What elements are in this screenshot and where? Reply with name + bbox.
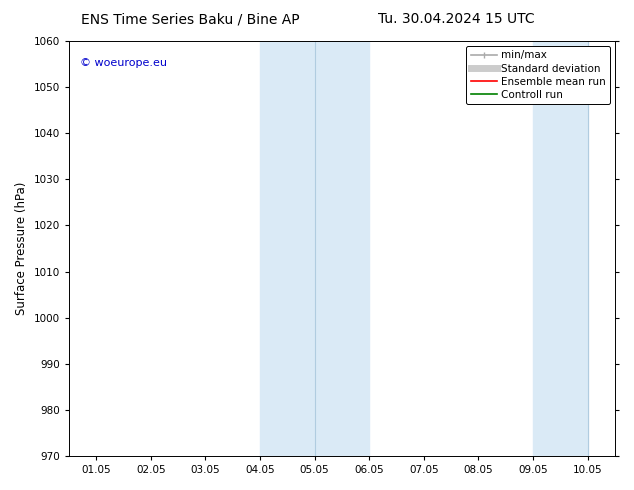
- Legend: min/max, Standard deviation, Ensemble mean run, Controll run: min/max, Standard deviation, Ensemble me…: [467, 46, 610, 104]
- Bar: [533, 41, 588, 456]
- Y-axis label: Surface Pressure (hPa): Surface Pressure (hPa): [15, 182, 28, 315]
- Text: ENS Time Series Baku / Bine AP: ENS Time Series Baku / Bine AP: [81, 12, 299, 26]
- Text: Tu. 30.04.2024 15 UTC: Tu. 30.04.2024 15 UTC: [378, 12, 535, 26]
- Text: © woeurope.eu: © woeurope.eu: [80, 58, 167, 68]
- Bar: [260, 41, 369, 456]
